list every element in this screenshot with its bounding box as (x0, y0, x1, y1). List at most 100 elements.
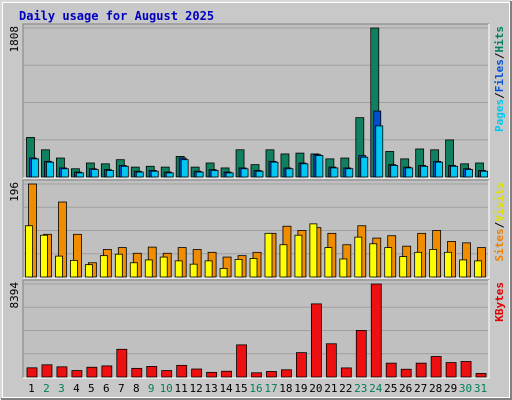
day-label-19: 19 (294, 382, 307, 395)
day-label-2: 2 (43, 382, 50, 395)
bar-kbytes-day-12 (191, 368, 203, 378)
bar-pages-day-21 (330, 167, 339, 178)
bar-pages-day-30 (465, 169, 473, 178)
bar-sites-day-29 (444, 251, 452, 278)
bar-pages-day-23 (360, 156, 369, 178)
bar-sites-day-12 (189, 263, 198, 278)
bar-pages-day-6 (105, 170, 114, 178)
day-label-25: 25 (384, 382, 397, 395)
bar-kbytes-day-11 (176, 364, 188, 378)
day-label-21: 21 (324, 382, 337, 395)
panel-highlight-edge (23, 24, 490, 179)
bar-kbytes-day-26 (400, 368, 412, 378)
legend-part-3: / (493, 52, 506, 59)
legend-part-1: / (493, 92, 506, 99)
bar-sites-day-27 (414, 251, 423, 278)
day-label-18: 18 (279, 382, 292, 395)
bar-sites-day-17 (264, 232, 273, 278)
day-label-17: 17 (264, 382, 277, 395)
day-label-12: 12 (190, 382, 203, 395)
bar-kbytes-day-31 (475, 373, 487, 378)
bar-sites-day-8 (129, 262, 138, 278)
bar-kbytes-day-22 (340, 367, 352, 378)
day-label-20: 20 (309, 382, 322, 395)
panel-background (23, 24, 489, 178)
y-max-label: 1808 (8, 26, 21, 53)
bar-kbytes-day-29 (445, 362, 457, 378)
bar-sites-day-16 (249, 258, 258, 278)
legend-part-0: Sites (493, 228, 506, 261)
panel-background (23, 280, 489, 378)
day-label-5: 5 (88, 382, 95, 395)
day-label-3: 3 (58, 382, 65, 395)
legend-part-0: Pages (493, 99, 506, 132)
bar-pages-day-16 (255, 170, 264, 178)
bar-pages-day-20 (315, 155, 324, 178)
bar-pages-day-9 (150, 170, 159, 178)
day-label-28: 28 (429, 382, 442, 395)
bar-kbytes-day-14 (221, 370, 232, 378)
bar-kbytes-day-23 (355, 330, 367, 378)
day-label-29: 29 (444, 382, 457, 395)
day-label-11: 11 (175, 382, 188, 395)
bar-sites-day-2 (40, 234, 48, 278)
panel-shadow-edge (22, 179, 489, 278)
kbytes-panel: 8394 KBytes (8, 279, 506, 379)
bar-pages-day-25 (390, 165, 399, 178)
bar-sites-day-3 (55, 255, 63, 278)
panel-shadow-edge (22, 23, 489, 178)
bar-sites-day-18 (279, 244, 288, 278)
bar-sites-day-9 (144, 259, 153, 278)
visits-panel: 196 Sites/Visits (8, 179, 506, 279)
bar-kbytes-day-13 (206, 371, 218, 378)
bar-kbytes-day-28 (430, 356, 442, 378)
bar-pages-day-1 (31, 158, 39, 178)
bar-pages-day-12 (195, 171, 204, 178)
bar-sites-day-23 (354, 236, 363, 278)
bar-kbytes-day-6 (101, 365, 113, 378)
bar-pages-day-14 (225, 172, 234, 178)
bar-kbytes-day-17 (266, 371, 277, 378)
bar-sites-day-21 (324, 247, 333, 278)
bar-pages-day-3 (61, 168, 69, 178)
day-label-4: 4 (73, 382, 80, 395)
day-label-26: 26 (399, 382, 412, 395)
bar-kbytes-day-10 (161, 370, 173, 378)
day-label-10: 10 (160, 382, 173, 395)
day-label-23: 23 (354, 382, 367, 395)
bar-kbytes-day-16 (251, 372, 262, 378)
panel-legend: Sites/Visits (493, 182, 506, 262)
day-label-13: 13 (204, 382, 217, 395)
bar-pages-day-22 (345, 168, 354, 178)
day-label-30: 30 (459, 382, 472, 395)
panel-highlight-edge (23, 280, 490, 379)
day-label-16: 16 (249, 382, 262, 395)
bar-pages-day-10 (165, 172, 174, 178)
legend-part-2: Files (493, 59, 506, 92)
bar-sites-day-11 (174, 260, 183, 278)
bar-sites-day-30 (459, 259, 467, 278)
bar-sites-day-28 (429, 249, 438, 278)
panel-legend: Pages/Files/Hits (493, 26, 506, 132)
bar-kbytes-day-18 (281, 369, 292, 378)
bar-pages-day-17 (270, 161, 279, 178)
bar-kbytes-day-21 (325, 343, 337, 378)
day-label-14: 14 (219, 382, 233, 395)
legend-part-4: Hits (493, 26, 506, 53)
bar-pages-day-19 (300, 163, 309, 178)
bar-pages-day-13 (210, 170, 219, 178)
day-label-24: 24 (369, 382, 383, 395)
bar-sites-day-14 (219, 268, 228, 278)
panel-shadow-edge (22, 279, 489, 378)
y-max-label: 196 (8, 182, 21, 202)
bar-sites-day-20 (309, 223, 318, 278)
bar-sites-day-25 (384, 247, 393, 278)
day-label-22: 22 (339, 382, 352, 395)
day-label-9: 9 (148, 382, 155, 395)
bar-pages-day-11 (180, 159, 189, 178)
legend-part-0: KBytes (493, 282, 506, 322)
bar-kbytes-day-5 (86, 366, 98, 378)
bar-kbytes-day-3 (56, 366, 68, 378)
